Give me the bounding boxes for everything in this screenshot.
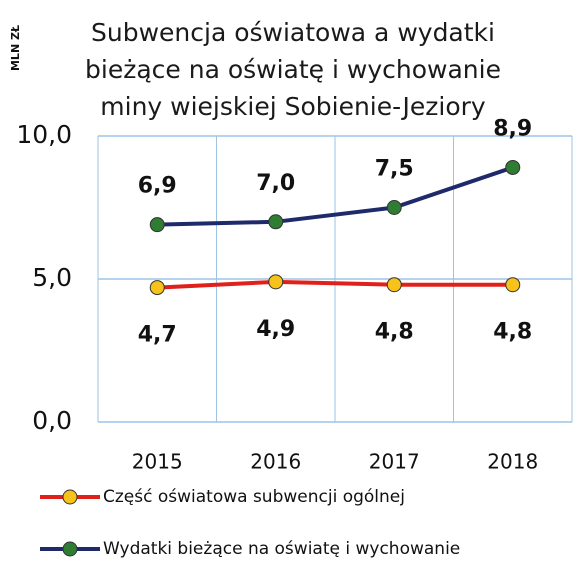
legend-marker — [62, 489, 78, 505]
y-tick-label: 10,0 — [16, 120, 72, 149]
y-tick-label: 0,0 — [32, 406, 72, 435]
marker — [268, 274, 284, 290]
data-label: 7,0 — [256, 171, 295, 196]
legend-marker — [62, 541, 78, 557]
marker — [505, 277, 521, 293]
marker — [149, 217, 165, 233]
data-label: 4,8 — [493, 320, 532, 345]
series-line — [157, 165, 514, 227]
data-label: 4,8 — [375, 320, 414, 345]
data-label: 8,9 — [493, 116, 532, 141]
data-label: 7,5 — [375, 157, 414, 182]
y-tick-label: 5,0 — [32, 263, 72, 292]
data-label: 4,7 — [138, 323, 177, 348]
marker — [505, 159, 521, 175]
series-line — [157, 279, 513, 290]
legend-label: Część oświatowa subwencji ogólnej — [103, 487, 405, 507]
marker — [268, 214, 284, 230]
marker — [386, 200, 402, 215]
chart-title: Subwencja oświatowa a wydatki bieżące na… — [85, 18, 501, 121]
marker — [386, 277, 402, 293]
data-label: 6,9 — [138, 174, 177, 199]
x-tick-label: 2018 — [487, 450, 538, 474]
x-tick-label: 2015 — [132, 450, 183, 474]
y-axis-label: MLN ZŁ — [9, 25, 22, 71]
x-tick-label: 2016 — [250, 450, 301, 474]
legend-label: Wydatki bieżące na oświatę i wychowanie — [103, 539, 460, 559]
x-tick-label: 2017 — [369, 450, 420, 474]
marker — [149, 280, 165, 296]
data-label: 4,9 — [256, 317, 295, 342]
